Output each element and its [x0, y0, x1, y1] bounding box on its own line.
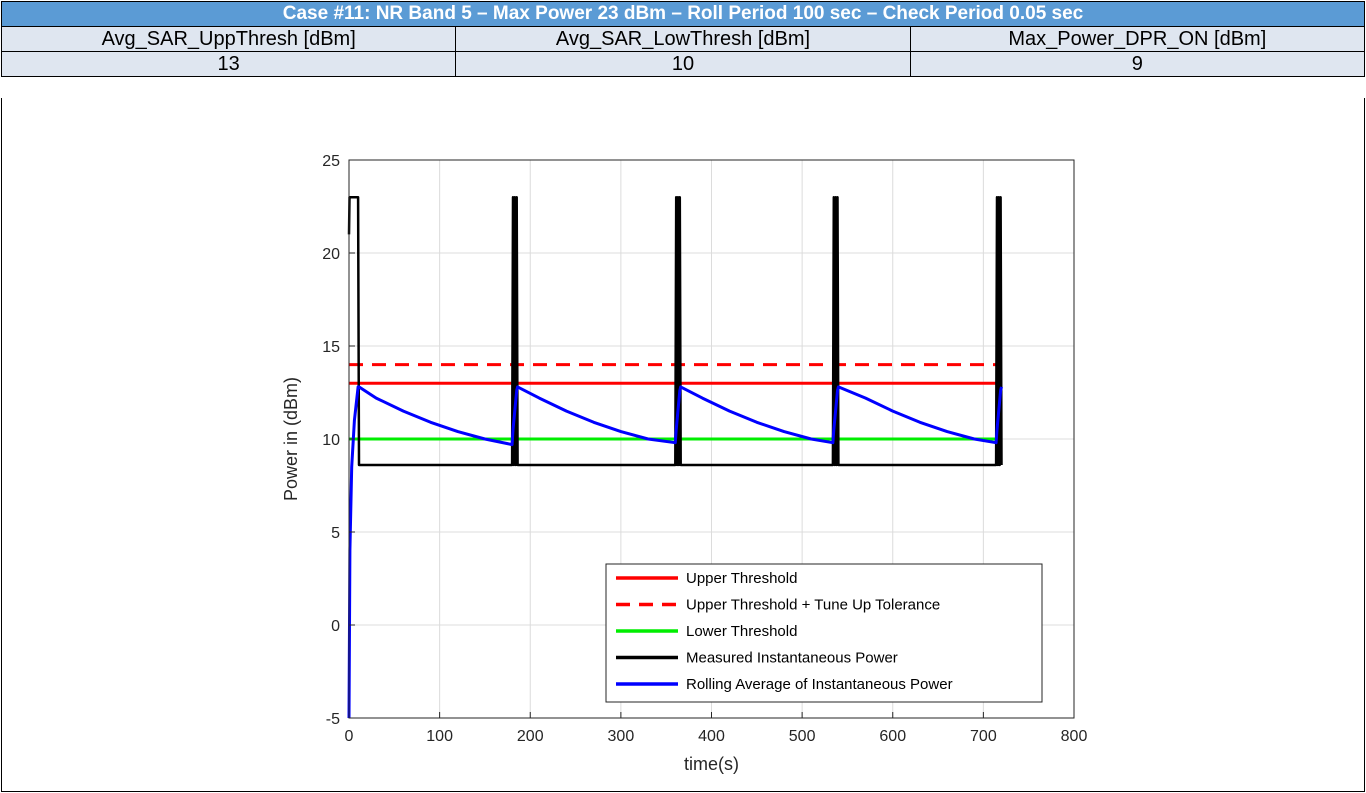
y-axis-label: Power in (dBm) [281, 377, 301, 501]
y-tick-label: 25 [322, 153, 340, 170]
rolling-average-line [347, 385, 1003, 719]
case-title: Case #11: NR Band 5 – Max Power 23 dBm –… [1, 1, 1365, 27]
x-tick-label: 200 [517, 728, 544, 745]
legend-rolling-average-label: Rolling Average of Instantaneous Power [686, 676, 953, 693]
legend-upper-threshold-tolerance-label: Upper Threshold + Tune Up Tolerance [686, 597, 940, 614]
column-header-max-power: Max_Power_DPR_ON [dBm] [909, 26, 1366, 52]
x-tick-label: 800 [1061, 728, 1088, 745]
case-header-table: Case #11: NR Band 5 – Max Power 23 dBm –… [0, 1, 1366, 77]
power-chart: 0 100 200 300 400 500 600 700 800 -5 0 5 10 15 20 25 ti… [281, 153, 1087, 774]
y-tick-label: 15 [322, 339, 340, 356]
x-tick-label: 600 [879, 728, 906, 745]
legend-measured-power-label: Measured Instantaneous Power [686, 650, 898, 667]
x-axis-label: time(s) [684, 754, 739, 774]
column-header-lower-threshold: Avg_SAR_LowThresh [dBm] [455, 26, 911, 52]
tick-layer: 0 100 200 300 400 500 600 700 800 -5 0 5 10 15 20 25 [322, 153, 1087, 745]
y-tick-label: 5 [331, 525, 340, 542]
x-tick-label: 0 [345, 728, 354, 745]
value-upper-threshold: 13 [0, 51, 457, 77]
measured-power-line [347, 195, 1003, 467]
legend-upper-threshold-label: Upper Threshold [686, 570, 797, 587]
plot-frame: 0 100 200 300 400 500 600 700 800 -5 0 5 10 15 20 25 ti… [1, 98, 1365, 792]
y-tick-label: 20 [322, 246, 340, 263]
x-tick-label: 700 [970, 728, 997, 745]
value-max-power: 9 [909, 51, 1366, 77]
y-tick-label: 0 [331, 618, 340, 635]
legend: Upper Threshold Upper Threshold + Tune Up… [605, 563, 1043, 703]
x-tick-label: 300 [608, 728, 635, 745]
x-tick-label: 100 [426, 728, 453, 745]
y-tick-label: 10 [322, 432, 340, 449]
y-tick-label: -5 [326, 711, 340, 728]
series-layer [347, 195, 1003, 719]
value-lower-threshold: 10 [455, 51, 911, 77]
legend-box [605, 563, 1043, 703]
x-tick-label: 500 [789, 728, 816, 745]
legend-lower-threshold-label: Lower Threshold [686, 623, 797, 640]
x-tick-label: 400 [698, 728, 725, 745]
column-header-upper-threshold: Avg_SAR_UppThresh [dBm] [0, 26, 457, 52]
